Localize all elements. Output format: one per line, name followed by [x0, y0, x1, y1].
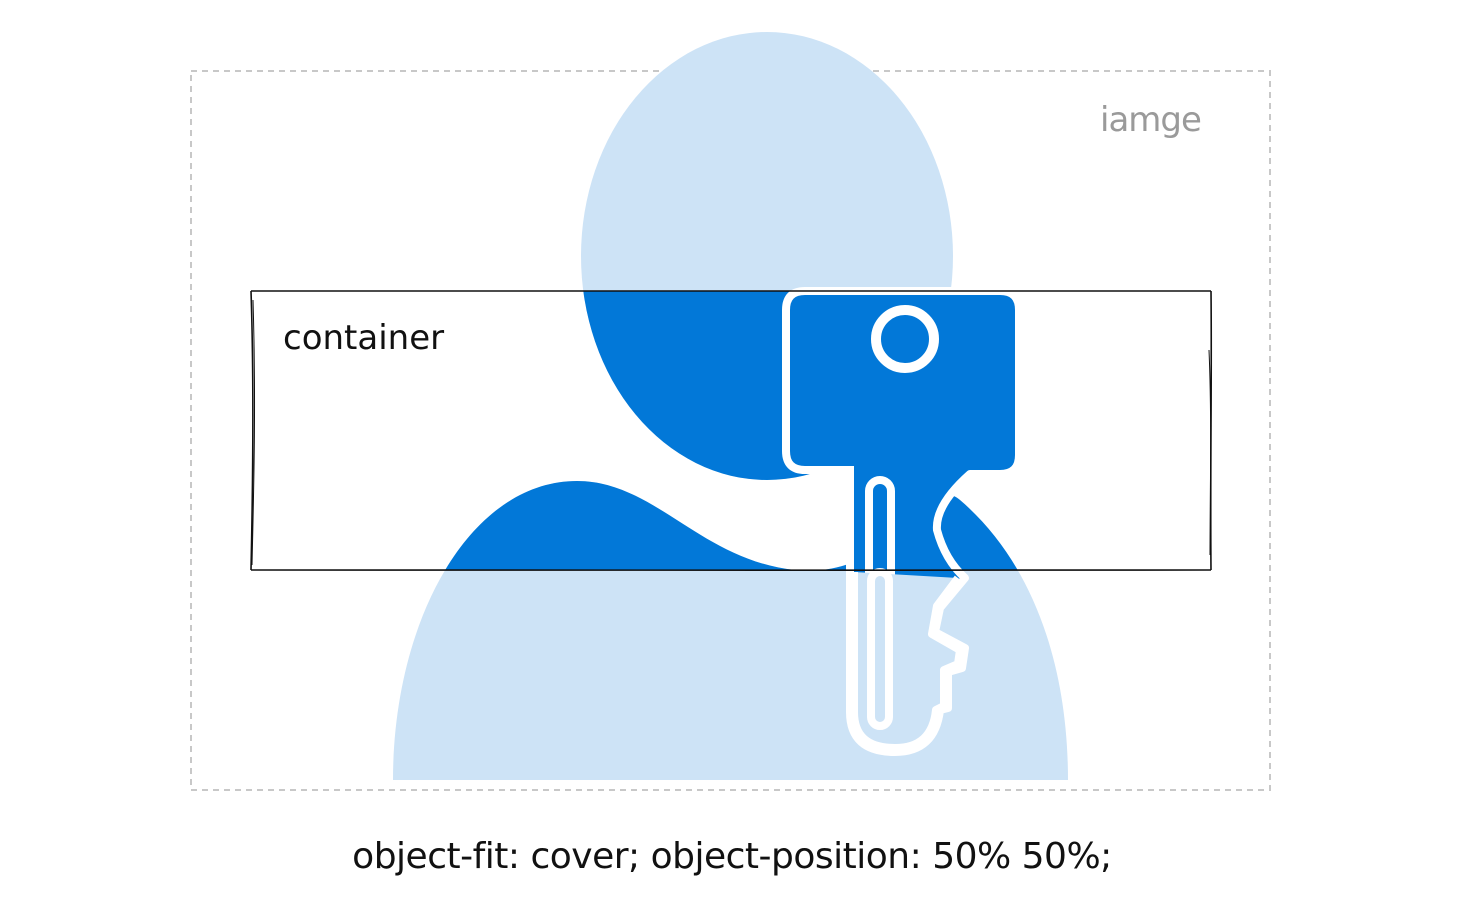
key-icon [782, 287, 1023, 756]
image-label: iamge [1100, 100, 1202, 140]
container-label: container [283, 318, 445, 358]
container-box [250, 289, 1213, 572]
caption: object-fit: cover; object-position: 50% … [352, 836, 1112, 877]
